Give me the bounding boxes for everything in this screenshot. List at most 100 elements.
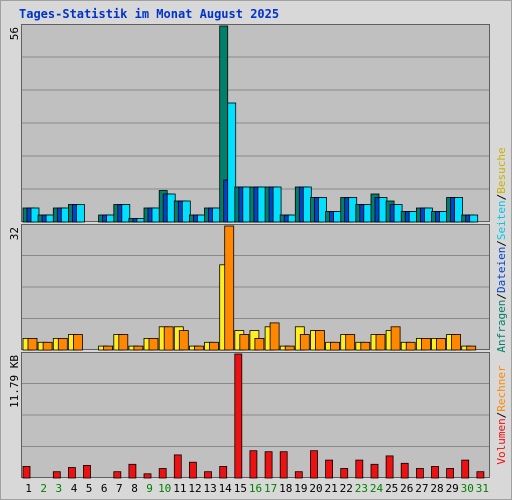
bar-volumen-day-18 xyxy=(279,451,288,479)
x-tick-label-day-18: 18 xyxy=(279,482,292,495)
legend-seiten: Seiten xyxy=(495,200,508,240)
bar-rechner-day-16 xyxy=(254,337,265,351)
x-tick-label-day-9: 9 xyxy=(146,482,153,495)
bar-volumen-day-9 xyxy=(143,473,152,479)
bar-rechner-day-9 xyxy=(148,337,159,351)
x-tick-label-day-11: 11 xyxy=(173,482,186,495)
legend-volumen: Volumen xyxy=(495,418,508,464)
bar-rechner-day-30 xyxy=(466,345,477,351)
bar-volumen-day-1 xyxy=(22,465,31,479)
bar-volumen-day-26 xyxy=(400,462,409,479)
bar-rechner-day-21 xyxy=(330,341,341,351)
bar-seiten-day-30 xyxy=(469,214,479,223)
bar-rechner-day-12 xyxy=(193,345,204,351)
svg-text:Volumen/Rechner: Volumen/Rechner xyxy=(495,365,508,465)
bar-seiten-day-6 xyxy=(106,214,115,223)
x-tick-label-day-26: 26 xyxy=(400,482,413,495)
x-tick-label-day-12: 12 xyxy=(188,482,201,495)
x-tick-label-day-2: 2 xyxy=(40,482,47,495)
x-tick-label-day-27: 27 xyxy=(415,482,428,495)
bar-rechner-day-25 xyxy=(390,326,401,351)
bar-volumen-day-27 xyxy=(415,468,424,479)
bar-volumen-day-4 xyxy=(68,467,76,479)
legend-separator: / xyxy=(495,240,508,247)
bar-volumen-day-5 xyxy=(83,464,91,479)
bar-rechner-day-22 xyxy=(345,334,356,351)
bar-rechner-day-1 xyxy=(27,337,38,351)
legend-separator: / xyxy=(495,412,508,419)
bar-seiten-day-4 xyxy=(76,204,85,223)
x-tick-label-day-22: 22 xyxy=(340,482,353,495)
bar-rechner-day-24 xyxy=(375,334,386,351)
bar-rechner-day-29 xyxy=(451,334,462,351)
page-title: Tages-Statistik im Monat August 2025 xyxy=(19,7,280,21)
y-axis-max-label: 32 xyxy=(8,227,21,240)
bar-volumen-day-24 xyxy=(370,463,379,479)
x-tick-label-day-10: 10 xyxy=(158,482,171,495)
bar-volumen-day-16 xyxy=(249,450,258,479)
bar-rechner-day-10 xyxy=(163,326,174,351)
x-tick-label-day-5: 5 xyxy=(86,482,93,495)
bar-volumen-day-19 xyxy=(294,471,303,479)
bar-rechner-day-11 xyxy=(178,330,189,351)
bar-seiten-day-7 xyxy=(121,204,131,223)
bar-seiten-day-20 xyxy=(318,197,327,223)
bar-volumen-day-17 xyxy=(264,451,273,479)
bar-rechner-day-8 xyxy=(133,345,144,351)
bar-volumen-day-8 xyxy=(128,463,137,479)
bar-volumen-day-31 xyxy=(476,471,485,479)
bar-volumen-day-15 xyxy=(234,353,243,479)
bar-volumen-day-12 xyxy=(188,461,197,479)
x-tick-label-day-15: 15 xyxy=(234,482,247,495)
bar-rechner-day-20 xyxy=(315,330,325,351)
bar-volumen-day-14 xyxy=(219,465,228,479)
x-tick-label-day-7: 7 xyxy=(116,482,123,495)
legend-dateien: Dateien xyxy=(495,247,508,293)
bar-rechner-day-26 xyxy=(405,341,416,351)
bar-volumen-day-28 xyxy=(431,465,439,479)
bar-volumen-day-23 xyxy=(355,459,364,479)
x-tick-label-day-28: 28 xyxy=(430,482,443,495)
legend-separator: / xyxy=(495,293,508,300)
bar-rechner-day-23 xyxy=(360,341,371,351)
bar-rechner-day-6 xyxy=(103,345,113,351)
bar-seiten-day-11 xyxy=(181,200,191,223)
x-tick-label-day-23: 23 xyxy=(355,482,368,495)
bar-volumen-day-10 xyxy=(158,468,167,479)
bar-volumen-day-20 xyxy=(310,450,318,479)
legend-rechner: Rechner xyxy=(495,365,508,412)
bar-volumen-day-3 xyxy=(52,471,61,479)
x-tick-label-day-3: 3 xyxy=(55,482,62,495)
x-tick-label-day-19: 19 xyxy=(294,482,307,495)
bar-rechner-day-7 xyxy=(118,334,129,351)
bar-rechner-day-18 xyxy=(284,345,295,351)
legend-anfragen: Anfragen xyxy=(495,300,508,353)
x-tick-label-day-13: 13 xyxy=(203,482,216,495)
bar-volumen-day-13 xyxy=(204,471,212,479)
bar-rechner-day-13 xyxy=(209,341,219,351)
bar-seiten-day-23 xyxy=(363,204,373,223)
bar-rechner-day-4 xyxy=(73,334,83,351)
bar-seiten-day-16 xyxy=(257,186,267,223)
x-tick-label-day-8: 8 xyxy=(131,482,138,495)
bar-rechner-day-28 xyxy=(436,337,446,351)
x-tick-label-day-6: 6 xyxy=(101,482,108,495)
svg-text:Anfragen/Dateien/Seiten/Besuch: Anfragen/Dateien/Seiten/Besuche xyxy=(495,147,508,352)
bar-seiten-day-2 xyxy=(45,214,55,223)
legend-besuche: Besuche xyxy=(495,147,508,193)
x-tick-label-day-14: 14 xyxy=(219,482,233,495)
bar-seiten-day-19 xyxy=(302,186,312,223)
x-tick-label-day-21: 21 xyxy=(324,482,337,495)
bar-rechner-day-17 xyxy=(269,322,280,351)
x-tick-label-day-31: 31 xyxy=(476,482,489,495)
bar-volumen-day-7 xyxy=(113,471,122,479)
bar-rechner-day-27 xyxy=(420,337,431,351)
bar-rechner-day-14 xyxy=(224,225,235,351)
bar-volumen-day-11 xyxy=(173,454,182,479)
bar-seiten-day-17 xyxy=(272,186,282,223)
x-tick-label-day-4: 4 xyxy=(71,482,78,495)
x-tick-label-day-30: 30 xyxy=(461,482,474,495)
x-tick-label-day-17: 17 xyxy=(264,482,277,495)
bar-seiten-day-29 xyxy=(454,197,464,223)
